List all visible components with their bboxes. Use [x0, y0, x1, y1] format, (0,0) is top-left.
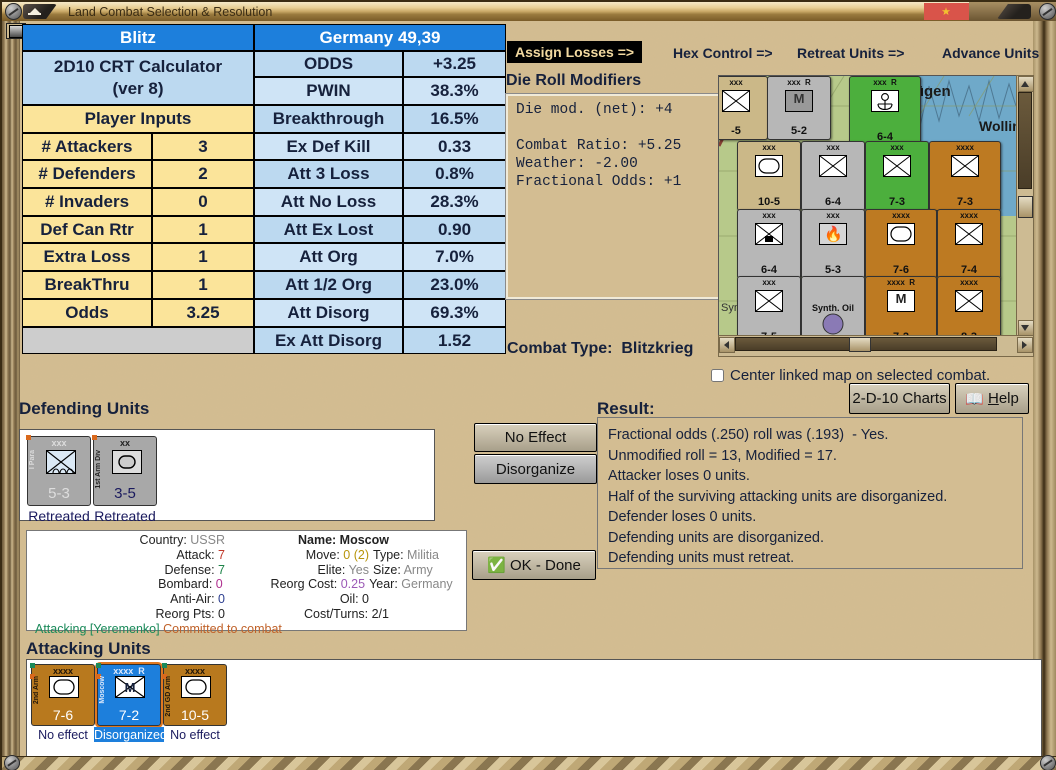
svg-text:Wollin: Wollin: [979, 118, 1016, 134]
